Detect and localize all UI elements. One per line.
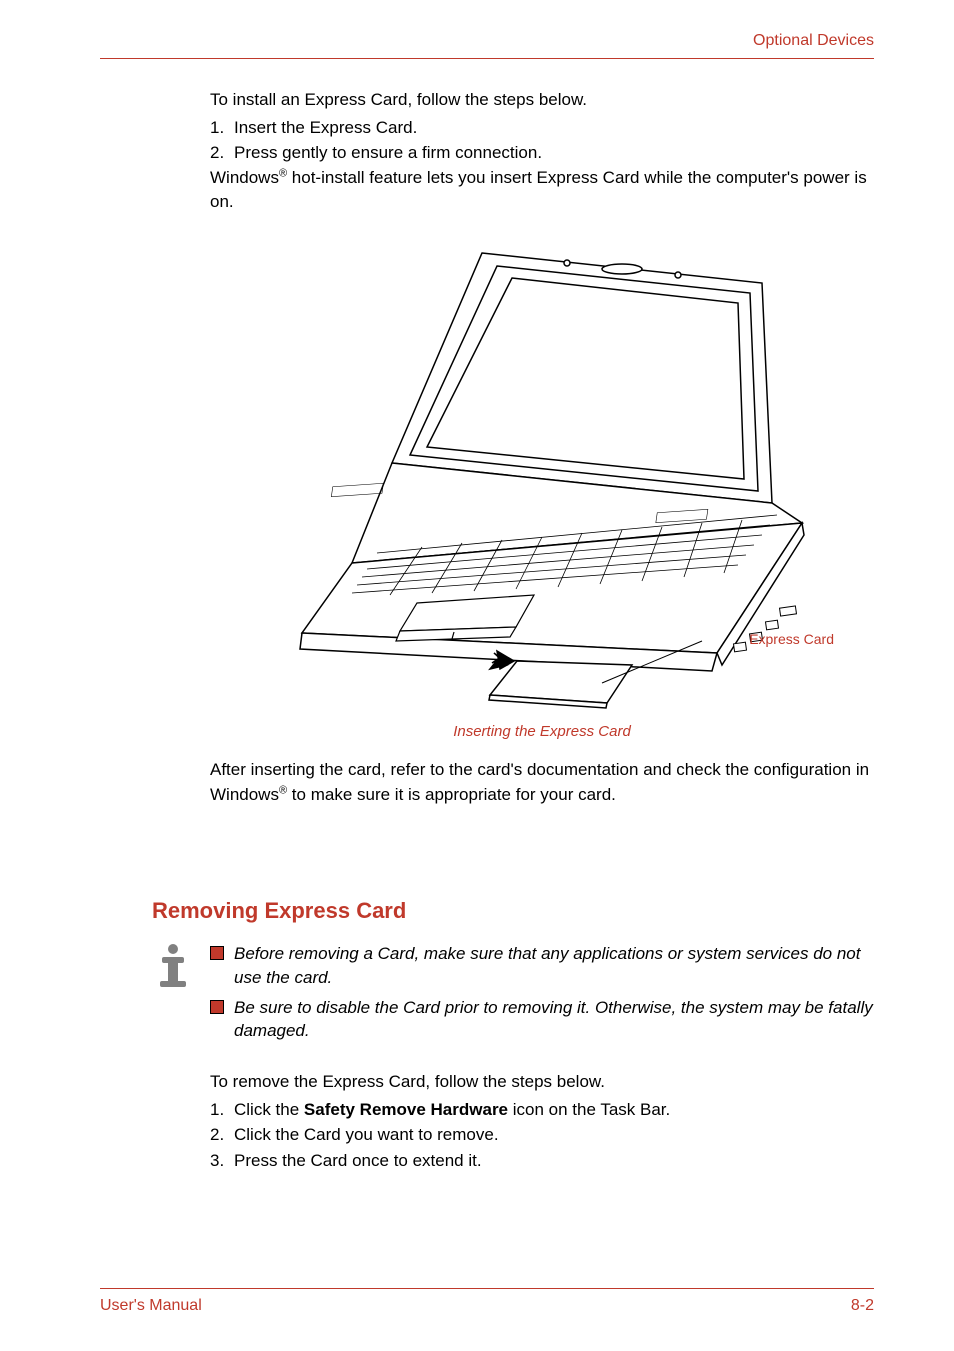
step-number: 3. [210,1148,234,1174]
step-text: Insert the Express Card. [234,118,417,137]
bullet-icon [210,1000,224,1014]
footer-rule [100,1288,874,1289]
footer-page-number: 8-2 [851,1297,874,1315]
bold-text: Safety Remove Hardware [304,1100,508,1119]
section-heading: Removing Express Card [152,898,874,924]
step-number: 1. [210,115,234,141]
install-step-2: 2.Press gently to ensure a firm connecti… [210,140,874,166]
step-number: 2. [210,140,234,166]
registered-mark: ® [279,167,287,179]
remove-step-1: 1.Click the Safety Remove Hardware icon … [210,1097,874,1123]
remove-step-3: 3.Press the Card once to extend it. [210,1148,874,1174]
note-block: Before removing a Card, make sure that a… [152,942,874,1049]
figure-label: Express Card [749,631,834,647]
note-text: Before removing a Card, make sure that a… [234,942,874,990]
note-bullet-2: Be sure to disable the Card prior to rem… [210,996,874,1044]
figure-caption: Inserting the Express Card [210,723,874,740]
header-title: Optional Devices [753,32,874,50]
note-content: Before removing a Card, make sure that a… [210,942,874,1049]
install-step-1: 1.Insert the Express Card. [210,115,874,141]
intro-paragraph: To install an Express Card, follow the s… [210,88,874,113]
note-bullet-1: Before removing a Card, make sure that a… [210,942,874,990]
remove-content: To remove the Express Card, follow the s… [210,1070,874,1173]
intro-content: To install an Express Card, follow the s… [210,88,874,809]
after-figure-paragraph: After inserting the card, refer to the c… [210,758,874,807]
footer-left: User's Manual [100,1297,202,1315]
step-text: Press gently to ensure a firm connection… [234,143,542,162]
registered-mark: ® [279,784,287,796]
note-text: Be sure to disable the Card prior to rem… [234,996,874,1044]
step-text: Press the Card once to extend it. [234,1151,482,1170]
info-icon [152,942,194,995]
remove-intro: To remove the Express Card, follow the s… [210,1070,874,1095]
step-number: 1. [210,1097,234,1123]
laptop-illustration [272,233,812,713]
remove-step-2: 2.Click the Card you want to remove. [210,1122,874,1148]
header-rule [100,58,874,59]
bullet-icon [210,946,224,960]
figure: Express Card [210,233,874,713]
hot-install-paragraph: Windows® hot-install feature lets you in… [210,166,874,215]
step-text: Click the Card you want to remove. [234,1125,499,1144]
step-number: 2. [210,1122,234,1148]
page: Optional Devices To install an Express C… [0,0,954,1351]
